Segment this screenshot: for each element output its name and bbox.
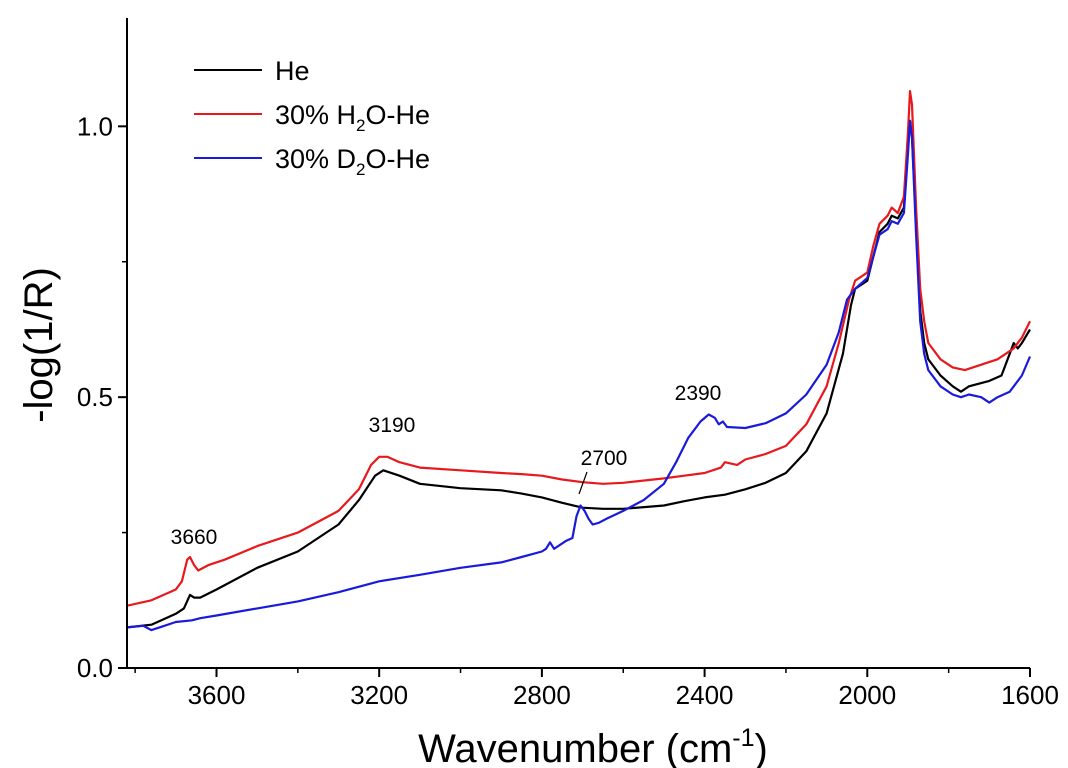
annotation-3190: 3190	[369, 414, 416, 437]
series-line-h2o-he	[126, 89, 1031, 607]
x-tick-label: 2000	[838, 680, 896, 710]
series-line-he	[126, 119, 1031, 629]
x-tick-label: 3200	[350, 680, 408, 710]
annotation-2390: 2390	[675, 382, 722, 405]
x-axis-title-sup: -1	[732, 724, 754, 752]
legend-label-d2o-rest: O-He	[366, 144, 431, 174]
annotation-3660: 3660	[171, 526, 218, 549]
legend-label-d2o: 30% D2O-He	[275, 144, 430, 179]
legend-label-d2o-base: 30% D	[275, 144, 356, 174]
legend-label-he-text: He	[275, 56, 310, 86]
x-ticks: 3600 3200 2800 2400 2000 1600	[134, 668, 1059, 710]
y-tick-label: 0.5	[77, 382, 113, 412]
y-ticks: 0.0 0.5 1.0	[77, 111, 127, 683]
x-axis-title-end: )	[755, 727, 768, 768]
legend: He 30% H2O-He 30% D2O-He	[194, 56, 430, 179]
legend-label-h2o-rest: O-He	[366, 100, 431, 130]
plot-lines	[126, 89, 1032, 632]
legend-label-h2o: 30% H2O-He	[275, 100, 430, 135]
annotation-2700: 2700	[581, 447, 628, 470]
legend-label-d2o-sub: 2	[356, 160, 365, 179]
legend-label-h2o-sub: 2	[356, 116, 365, 135]
x-axis-title-main: Wavenumber (cm	[418, 727, 732, 768]
x-axis-title: Wavenumber (cm-1)	[418, 724, 768, 768]
annotations: 3660 3190 2700 2390	[171, 382, 722, 549]
y-axis-title: -log(1/R)	[17, 267, 61, 423]
x-tick-label: 2400	[676, 680, 734, 710]
series-line-d2o-he	[126, 119, 1032, 632]
x-tick-label: 1600	[1001, 680, 1059, 710]
y-tick-label: 1.0	[77, 111, 113, 141]
x-tick-label: 3600	[188, 680, 246, 710]
annotation-2700-pointer	[578, 471, 588, 495]
x-tick-label: 2800	[513, 680, 571, 710]
y-tick-label: 0.0	[77, 653, 113, 683]
legend-label-h2o-base: 30% H	[275, 100, 356, 130]
legend-label-he: He	[275, 56, 310, 86]
